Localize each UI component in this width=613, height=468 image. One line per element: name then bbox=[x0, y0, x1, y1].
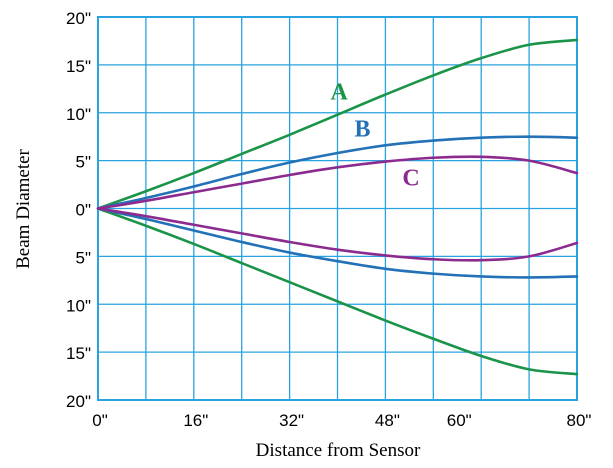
series-label-b: B bbox=[354, 117, 370, 143]
x-tick-label: 32" bbox=[279, 411, 304, 430]
x-tick-label: 16" bbox=[183, 411, 208, 430]
x-tick-label: 0" bbox=[92, 411, 108, 430]
x-tick-label: 48" bbox=[375, 411, 400, 430]
y-tick-label: 5" bbox=[76, 248, 92, 267]
series-a-upper-line bbox=[96, 38, 579, 210]
x-tick-label: 80" bbox=[567, 411, 592, 430]
grid bbox=[97, 16, 578, 401]
series-c-upper-line bbox=[96, 155, 579, 210]
series-label-a: A bbox=[331, 79, 349, 105]
y-tick-label: 20" bbox=[66, 392, 91, 411]
series-b-lower-line bbox=[96, 207, 579, 279]
series-b-upper-line bbox=[96, 135, 579, 210]
y-axis-ticks: 20" 15" 10" 5" 0" 5" 10" 15" 20" bbox=[66, 9, 91, 411]
series-label-c: C bbox=[402, 166, 419, 192]
y-tick-label: 0" bbox=[76, 201, 92, 220]
x-axis-title: Distance from Sensor bbox=[256, 440, 421, 461]
y-tick-label: 10" bbox=[66, 296, 91, 315]
y-tick-label: 15" bbox=[66, 344, 91, 363]
y-tick-label: 20" bbox=[66, 9, 91, 28]
x-tick-label: 60" bbox=[447, 411, 472, 430]
series-labels: AB C bbox=[331, 79, 420, 191]
y-tick-label: 15" bbox=[66, 57, 91, 76]
beam-curves bbox=[96, 38, 579, 376]
series-c-lower-line bbox=[96, 207, 579, 262]
y-tick-label: 10" bbox=[66, 105, 91, 124]
x-axis-ticks: 0" 16" 32" 48" 60" 80" bbox=[92, 411, 591, 430]
y-tick-label: 5" bbox=[76, 153, 92, 172]
series-a-lower-line bbox=[96, 207, 579, 376]
y-axis-title: Beam Diameter bbox=[13, 148, 34, 268]
